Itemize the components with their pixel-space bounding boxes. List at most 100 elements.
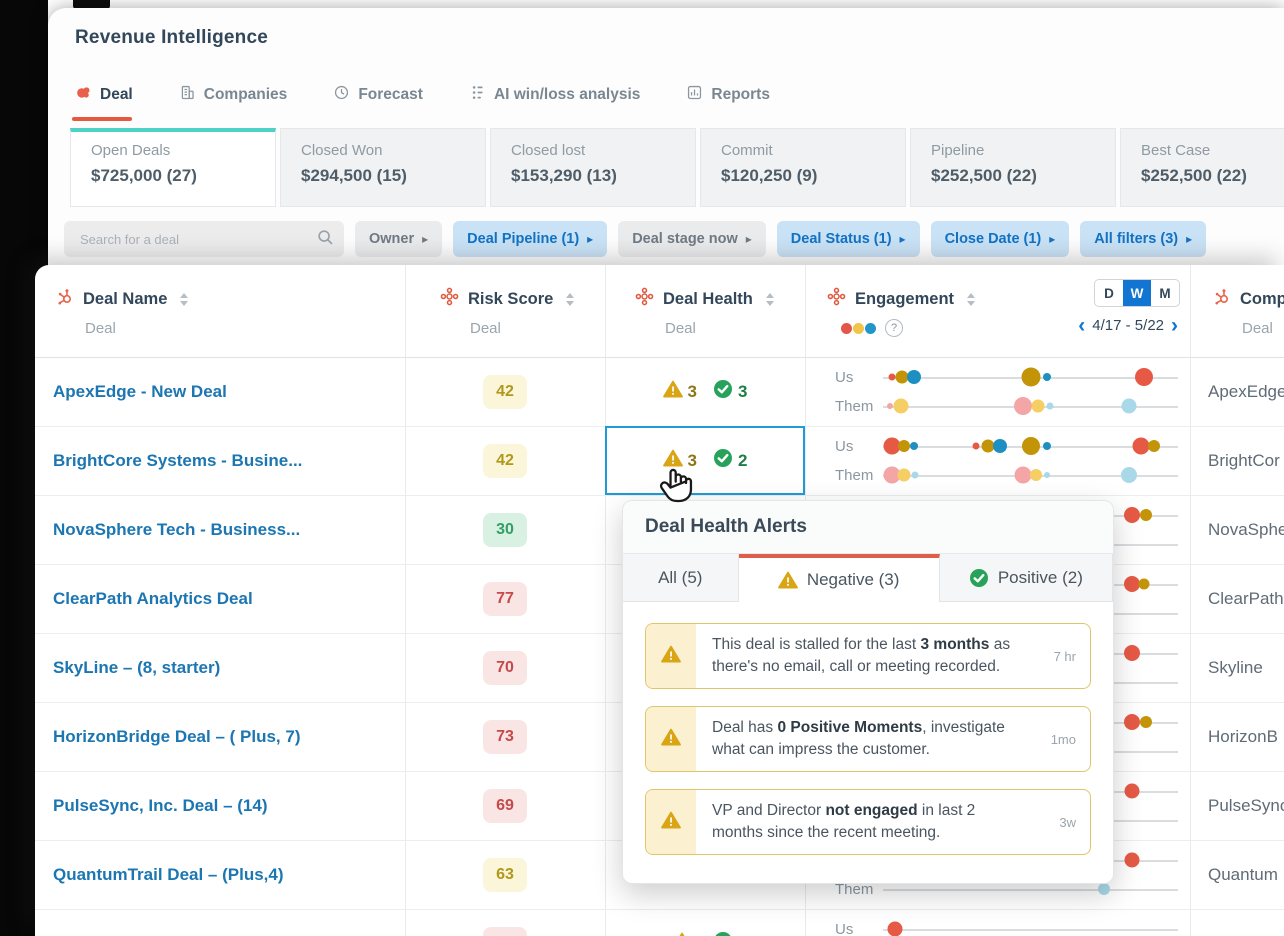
risk-score-badge: 69	[483, 788, 527, 823]
column-sublabel: Deal	[85, 320, 116, 337]
deal-name-link[interactable]: SkyLine – (8, starter)	[53, 657, 221, 677]
engagement-dot-lightblue	[911, 471, 919, 479]
warning-icon	[661, 645, 681, 668]
nav-tab-companies[interactable]: Companies	[179, 84, 287, 106]
filter-chip-deal-pipeline-1-[interactable]: Deal Pipeline (1) ▸	[453, 221, 608, 257]
filter-chip-close-date-1-[interactable]: Close Date (1) ▸	[930, 221, 1070, 257]
deal-name-link[interactable]: BrightCore Systems - Busine...	[53, 450, 303, 470]
help-icon[interactable]: ?	[885, 319, 903, 337]
summary-card-value: $252,500 (22)	[1141, 166, 1247, 185]
nav-tab-ai-win-loss-analysis[interactable]: AI win/loss analysis	[469, 84, 640, 106]
engagement-dot-olive	[1139, 509, 1152, 521]
summary-card-pipeline[interactable]: Pipeline $252,500 (22)	[910, 128, 1116, 207]
sort-arrows-icon	[180, 292, 189, 306]
legend-dot-blue	[865, 322, 876, 334]
risk-score-badge: 77	[483, 581, 527, 616]
check-icon	[713, 448, 733, 473]
summary-card-closed-lost[interactable]: Closed lost $153,290 (13)	[490, 128, 696, 207]
popup-tab-positive-2-[interactable]: Positive (2)	[939, 554, 1113, 602]
column-divider	[405, 265, 406, 936]
engagement-dot-olive	[1021, 367, 1040, 387]
risk-score-cell: 77	[405, 564, 605, 633]
popup-tab-negative-3-[interactable]: Negative (3)	[738, 554, 940, 602]
engagement-dot-red	[1124, 645, 1141, 661]
period-option-d[interactable]: D	[1104, 285, 1114, 301]
deal-name-link[interactable]: HorizonBridge Deal – ( Plus, 7)	[53, 726, 301, 746]
engagement-dot-olive	[981, 439, 995, 453]
filter-chip-deal-stage-now[interactable]: Deal stage now ▸	[618, 221, 766, 257]
legend-dot-red	[841, 322, 852, 334]
period-option-w[interactable]: W	[1123, 280, 1151, 306]
popup-tab-label: Positive (2)	[997, 567, 1083, 587]
deal-name-link[interactable]: QuantumTrail Deal – (Plus,4)	[53, 864, 284, 884]
filter-chip-owner[interactable]: Owner ▸	[355, 221, 443, 257]
engagement-dot-red	[972, 442, 980, 450]
engagement-dot-yellow	[1030, 469, 1043, 481]
nav-tab-deal[interactable]: Deal	[75, 84, 133, 106]
column-header-deal-name[interactable]: Deal Name Deal	[35, 265, 405, 357]
risk-score-badge: 30	[483, 512, 527, 547]
check-icon	[969, 568, 989, 588]
summary-card-open-deals[interactable]: Open Deals $725,000 (27)	[70, 128, 276, 207]
nav-tab-forecast[interactable]: Forecast	[333, 84, 423, 106]
deal-name-link[interactable]: ClearPath Analytics Deal	[53, 588, 253, 608]
filter-chip-deal-status-1-[interactable]: Deal Status (1) ▸	[776, 221, 920, 257]
engagement-dot-lightblue	[1121, 467, 1138, 483]
engagement-dot-olive	[895, 370, 909, 384]
company-name: BrightCor	[1208, 450, 1280, 470]
warning-icon	[661, 811, 681, 834]
filter-chip-all-filters-3-[interactable]: All filters (3) ▸	[1080, 221, 1207, 257]
warning-icon	[662, 380, 683, 403]
engagement-them-label: Them	[835, 397, 874, 415]
risk-score-badge: 42	[483, 443, 527, 478]
next-date-icon[interactable]: ›	[1171, 314, 1178, 337]
period-option-m[interactable]: M	[1159, 285, 1171, 301]
alert-text: This deal is stalled for the last 3 mont…	[712, 636, 1011, 675]
nav-tab-reports[interactable]: Reports	[686, 84, 770, 106]
summary-card-value: $725,000 (27)	[91, 166, 197, 185]
summary-card-commit[interactable]: Commit $120,250 (9)	[700, 128, 906, 207]
deal-name-cell: BrightCore Systems - Busine...	[35, 426, 405, 495]
deal-name-link[interactable]: ApexEdge - New Deal	[53, 381, 227, 401]
search-box[interactable]	[64, 221, 344, 257]
search-input[interactable]	[78, 230, 316, 248]
engagement-dot-pink	[1014, 397, 1033, 415]
risk-score-cell: 69	[405, 771, 605, 840]
ai-cross-icon	[440, 287, 459, 311]
column-header-company[interactable]: Comp Deal	[1190, 265, 1284, 357]
engagement-us-label: Us	[835, 437, 854, 455]
popup-tab-all-5-[interactable]: All (5)	[623, 554, 739, 602]
deal-name-link[interactable]: PulseSync, Inc. Deal – (14)	[53, 795, 268, 815]
engagement-dot-red	[1132, 437, 1150, 455]
risk-score-badge	[483, 926, 527, 936]
deal-health-cell[interactable]	[605, 909, 805, 936]
filter-chip-label: Deal stage now	[632, 231, 738, 247]
engagement-dot-pink	[883, 466, 901, 484]
deal-name-link[interactable]: NovaSphere Tech - Business...	[53, 519, 301, 539]
column-header-risk-score[interactable]: Risk Score Deal	[405, 265, 605, 357]
company-cell: ClearPath	[1190, 564, 1284, 633]
chevron-right-icon: ▸	[1049, 232, 1056, 246]
column-header-deal-health[interactable]: Deal Health Deal	[605, 265, 805, 357]
engagement-them-line: Them	[835, 393, 1190, 419]
company-name: Quantum	[1208, 864, 1278, 884]
warning-icon	[661, 728, 681, 751]
engagement-dot-pink	[887, 403, 894, 409]
summary-card-best-case[interactable]: Best Case $252,500 (22)	[1120, 128, 1284, 207]
column-divider	[1190, 265, 1191, 936]
risk-score-cell: 70	[405, 633, 605, 702]
company-cell: Quantum	[1190, 840, 1284, 909]
popup-tab-label: All (5)	[658, 567, 703, 587]
engagement-them-track	[883, 393, 1178, 419]
summary-card-closed-won[interactable]: Closed Won $294,500 (15)	[280, 128, 486, 207]
prev-date-icon[interactable]: ‹	[1078, 314, 1086, 337]
engagement-us-label: Us	[835, 368, 854, 386]
